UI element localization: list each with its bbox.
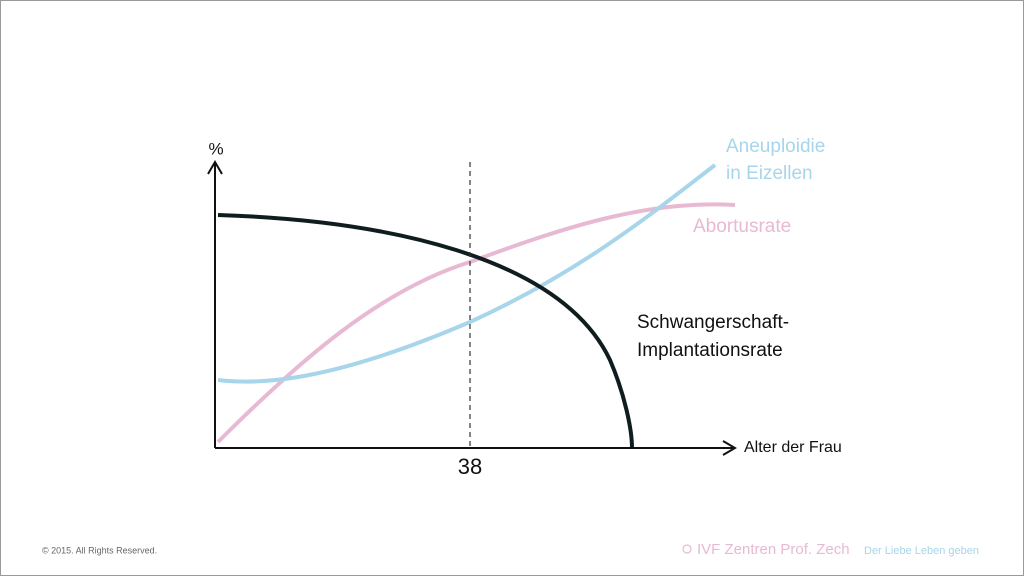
slogan: Der Liebe Leben geben xyxy=(864,545,979,557)
brand: IVF Zentren Prof. Zech xyxy=(697,541,850,558)
y-axis xyxy=(207,160,223,448)
marker-label: 38 xyxy=(458,454,482,479)
curve-label: Aneuploidie xyxy=(726,136,825,157)
curve-label: Implantationsrate xyxy=(637,340,783,361)
aneuploidie-curve xyxy=(217,163,717,384)
implantation-curve xyxy=(217,213,634,449)
curve-label: in Eizellen xyxy=(726,163,813,184)
x-axis xyxy=(215,440,737,456)
curve-label: Schwangerschaft- xyxy=(637,312,789,333)
copyright: © 2015. All Rights Reserved. xyxy=(42,545,157,555)
curve-label: Abortusrate xyxy=(693,216,791,237)
x-label: Alter der Frau xyxy=(744,439,842,456)
y-label: % xyxy=(208,139,223,158)
brand-icon xyxy=(682,544,692,554)
